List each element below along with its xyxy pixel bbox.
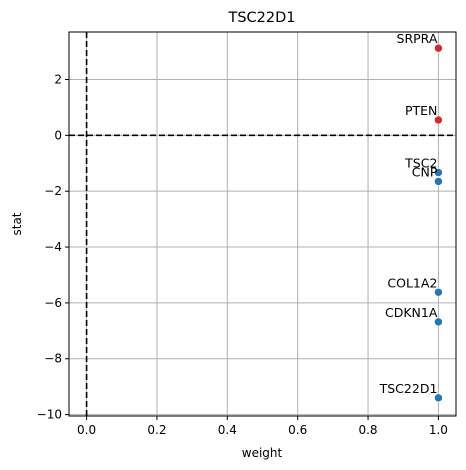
data-point <box>434 317 443 327</box>
point-label: PTEN <box>405 103 437 118</box>
point-label: TSC2 <box>404 155 437 170</box>
point-label: CDKN1A <box>385 305 438 320</box>
y-tick-label: −2 <box>44 184 62 198</box>
x-tick-label: 1.0 <box>429 423 448 437</box>
data-point <box>434 287 443 297</box>
point-label: CNP <box>412 164 438 179</box>
x-tick-label: 0.6 <box>288 423 307 437</box>
plot-frame <box>68 31 457 417</box>
y-tick-label: −4 <box>44 240 62 254</box>
reference-lines <box>69 32 456 416</box>
y-tick-label: −10 <box>37 408 62 422</box>
data-point <box>434 393 443 403</box>
chart-title: TSC22D1 <box>227 10 295 26</box>
x-tick-label: 0.8 <box>358 423 377 437</box>
data-point <box>434 115 443 125</box>
y-axis-label: stat <box>10 212 24 235</box>
data-point <box>434 177 443 186</box>
point-label: SRPRA <box>397 31 438 46</box>
x-tick-label: 0.2 <box>147 423 166 437</box>
y-axis-ticks: −10 −8 −6 −4 −2 0 2 <box>37 72 69 422</box>
data-point <box>434 43 443 53</box>
x-tick-label: 0.4 <box>218 423 237 437</box>
data-point <box>434 168 443 177</box>
point-label: TSC22D1 <box>379 381 438 396</box>
x-axis-label: weight <box>242 446 283 460</box>
y-tick-label: 0 <box>54 128 62 142</box>
point-label: COL1A2 <box>387 275 437 290</box>
y-tick-label: −8 <box>44 352 62 366</box>
x-tick-label: 0.0 <box>77 423 96 437</box>
y-tick-label: 2 <box>54 72 62 86</box>
data-points <box>434 43 443 403</box>
x-axis-ticks: 0.0 0.2 0.4 0.6 0.8 1.0 <box>77 416 448 437</box>
y-tick-label: −6 <box>44 296 62 310</box>
